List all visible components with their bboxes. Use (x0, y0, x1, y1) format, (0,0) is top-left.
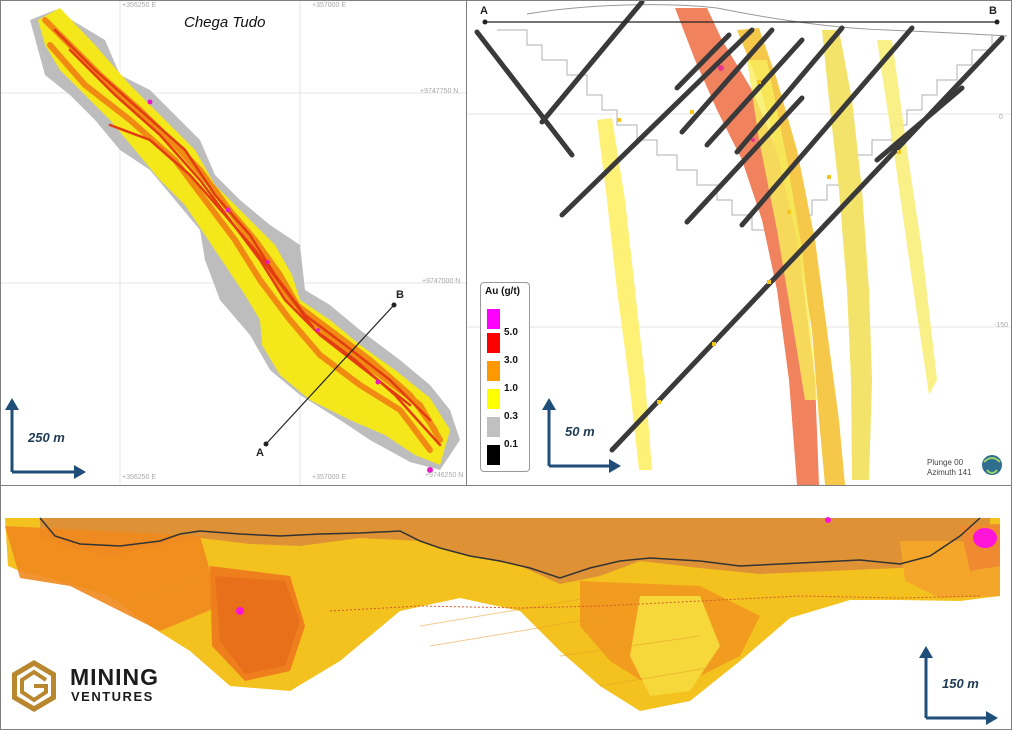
grid-label: 0 (999, 114, 1003, 121)
map-title: Chega Tudo (184, 14, 266, 31)
scale-label: 250 m (28, 430, 65, 445)
scale-label: 50 m (565, 424, 595, 439)
legend-swatch (487, 333, 500, 353)
drillholes (474, 0, 1005, 453)
ore-zone-west (597, 118, 652, 470)
legend-swatch (487, 417, 500, 437)
legend-swatch (487, 389, 500, 409)
grade-legend: Au (g/t) 5.0 3.0 1.0 0.3 0.1 (480, 282, 530, 472)
logo-text-ventures: VENTURES (71, 689, 154, 704)
grid-label: +9747750 N (420, 88, 459, 95)
long-section-panel: 150 m (0, 486, 1012, 730)
logo-text-mining: MINING (70, 664, 160, 690)
ore-zone-secondary (737, 28, 845, 485)
section-point-a: A (480, 5, 488, 17)
grid-label: +357000 E (312, 474, 347, 481)
legend-swatch (487, 309, 500, 329)
legend-value: 5.0 (504, 327, 518, 338)
legend-value: 3.0 (504, 355, 518, 366)
section-point-b: B (989, 5, 997, 17)
legend-title: Au (g/t) (485, 286, 520, 297)
legend-value: 0.3 (504, 411, 518, 422)
ore-zone-east (822, 30, 872, 480)
cross-section-panel: A B 0 -150 50 m Plunge 00 Azimuth 141 (467, 0, 1012, 485)
north-east-scale-arrow (5, 398, 86, 479)
company-logo-icon (12, 660, 56, 712)
globe-icon (982, 455, 1002, 475)
section-scale-arrow (542, 398, 621, 473)
azimuth-label: Azimuth 141 (927, 468, 972, 477)
legend-swatch (487, 361, 500, 381)
grid-label: -150 (994, 322, 1009, 329)
grid-label: +9747000 N (422, 278, 461, 285)
orientation-readout: Plunge 00 Azimuth 141 (927, 458, 971, 478)
grid-label: +356250 E (122, 474, 157, 481)
legend-swatch (487, 445, 500, 465)
grid-label: +356250 E (122, 2, 157, 9)
legend-value: 1.0 (504, 383, 518, 394)
long-section-view (5, 517, 1000, 725)
section-point-a: A (256, 447, 264, 459)
grid-label: +9746250 N (425, 472, 464, 479)
plan-view-map (0, 0, 466, 485)
legend-value: 0.1 (504, 439, 518, 450)
section-point-b: B (396, 289, 404, 301)
section-line (265, 304, 395, 445)
plunge-label: Plunge 00 (927, 458, 964, 467)
long-section-scale-arrow (919, 646, 998, 725)
scale-label: 150 m (942, 676, 979, 691)
cross-section-view (467, 0, 1012, 485)
pit-outline (39, 517, 981, 579)
grid-label: +357000 E (312, 2, 347, 9)
plan-view-panel: Chega Tudo +356250 E +357000 E +9747750 … (0, 0, 466, 485)
